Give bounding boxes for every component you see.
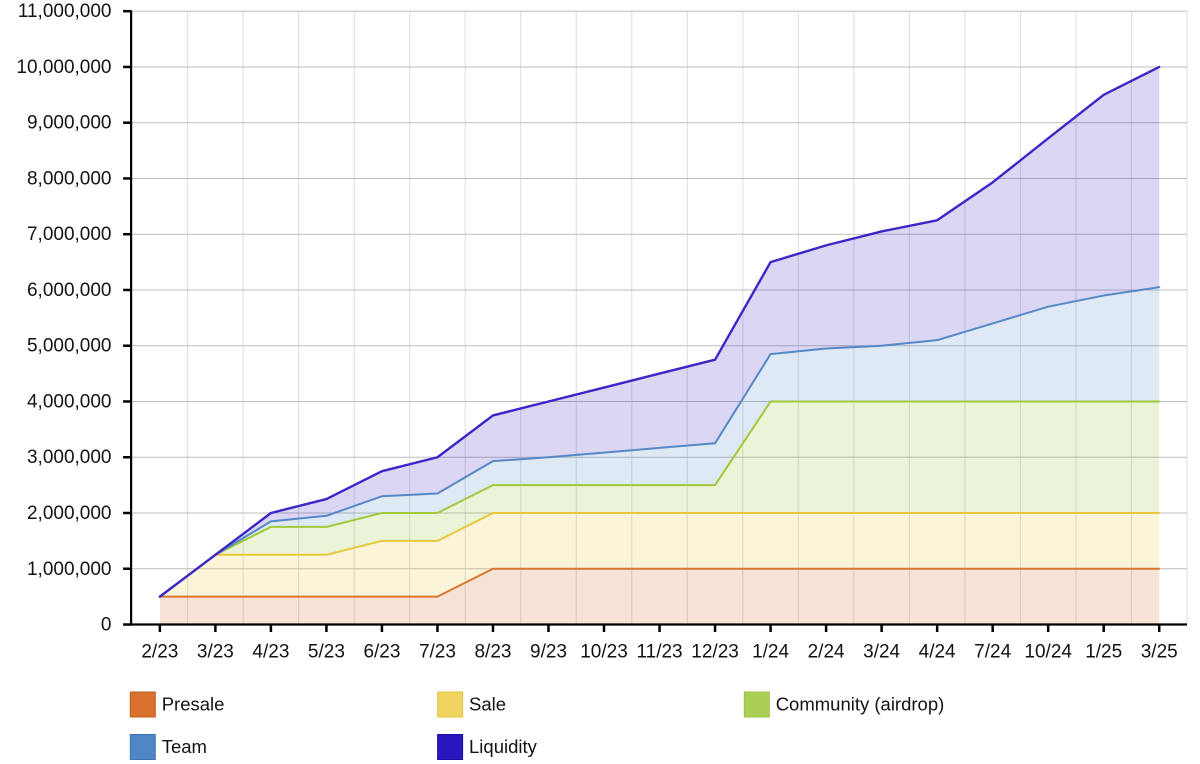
svg-text:7/23: 7/23 bbox=[419, 642, 456, 663]
svg-text:Sale: Sale bbox=[469, 693, 506, 714]
svg-text:3/25: 3/25 bbox=[1141, 642, 1178, 663]
svg-text:6/23: 6/23 bbox=[363, 642, 400, 663]
svg-text:4/23: 4/23 bbox=[252, 642, 289, 663]
svg-text:Liquidity: Liquidity bbox=[469, 736, 538, 757]
svg-text:2,000,000: 2,000,000 bbox=[27, 503, 112, 524]
svg-text:3/24: 3/24 bbox=[863, 642, 900, 663]
svg-text:4,000,000: 4,000,000 bbox=[27, 391, 112, 412]
svg-text:3,000,000: 3,000,000 bbox=[27, 447, 112, 468]
svg-text:12/23: 12/23 bbox=[691, 642, 739, 663]
svg-text:Presale: Presale bbox=[162, 693, 225, 714]
svg-text:7/24: 7/24 bbox=[974, 642, 1011, 663]
svg-text:2/24: 2/24 bbox=[808, 642, 845, 663]
svg-text:10,000,000: 10,000,000 bbox=[16, 57, 111, 78]
svg-text:0: 0 bbox=[101, 615, 112, 636]
svg-text:1,000,000: 1,000,000 bbox=[27, 559, 112, 580]
svg-text:4/24: 4/24 bbox=[919, 642, 956, 663]
svg-text:Team: Team bbox=[162, 736, 207, 757]
svg-text:10/24: 10/24 bbox=[1024, 642, 1072, 663]
svg-text:11,000,000: 11,000,000 bbox=[18, 1, 112, 22]
svg-text:3/23: 3/23 bbox=[197, 642, 234, 663]
svg-text:9/23: 9/23 bbox=[530, 642, 567, 663]
svg-text:11/23: 11/23 bbox=[636, 642, 682, 663]
svg-text:10/23: 10/23 bbox=[580, 642, 628, 663]
svg-text:2/23: 2/23 bbox=[141, 642, 178, 663]
svg-text:Community (airdrop): Community (airdrop) bbox=[776, 693, 945, 714]
svg-text:8,000,000: 8,000,000 bbox=[27, 168, 112, 189]
svg-text:1/24: 1/24 bbox=[752, 642, 789, 663]
svg-text:8/23: 8/23 bbox=[474, 642, 511, 663]
svg-text:6,000,000: 6,000,000 bbox=[27, 280, 112, 301]
svg-text:5,000,000: 5,000,000 bbox=[27, 336, 112, 357]
svg-text:7,000,000: 7,000,000 bbox=[27, 224, 112, 245]
svg-text:9,000,000: 9,000,000 bbox=[27, 113, 112, 134]
svg-text:1/25: 1/25 bbox=[1085, 642, 1122, 663]
svg-text:5/23: 5/23 bbox=[308, 642, 345, 663]
